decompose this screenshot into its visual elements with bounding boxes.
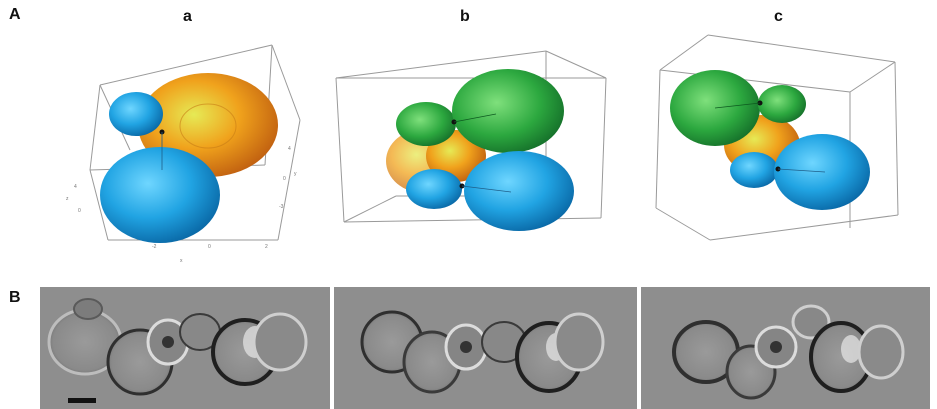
plot-a: -2 0 2 4 0 -3 4 0 x y z xyxy=(66,44,301,264)
tick-label: 4 xyxy=(74,184,77,190)
micrograph-3 xyxy=(641,287,930,409)
tick-label: 0 xyxy=(78,208,81,214)
blue-lobe-large xyxy=(100,147,220,243)
orange-lobe-inner xyxy=(179,103,237,149)
plot-c xyxy=(655,34,899,241)
axis-label: z xyxy=(66,196,69,202)
blue-lobe-small xyxy=(109,92,163,136)
blue-lobe-small xyxy=(406,169,462,209)
tick-label: -3 xyxy=(279,204,284,210)
blue-lobe-large xyxy=(464,151,574,231)
plot-b xyxy=(335,50,607,231)
tick-label: 0 xyxy=(208,244,211,250)
axis-label: x xyxy=(180,258,183,264)
tick-label: 0 xyxy=(283,176,286,182)
tick-label: 4 xyxy=(288,146,291,152)
micrograph-1 xyxy=(40,287,330,409)
tick-label: -2 xyxy=(152,244,157,250)
tick-label: 2 xyxy=(265,244,268,250)
blue-lobe-small xyxy=(730,152,778,188)
axis-label: y xyxy=(294,171,297,177)
subpanel-label-b: b xyxy=(460,8,470,25)
green-lobe-small xyxy=(758,85,806,123)
panel-label-B: B xyxy=(9,289,21,306)
panel-label-A: A xyxy=(9,6,21,23)
micrograph-2 xyxy=(334,287,637,409)
green-lobe-large xyxy=(452,69,564,153)
green-lobe-small xyxy=(396,102,456,146)
subpanel-label-c: c xyxy=(774,8,783,25)
scale-bar xyxy=(68,398,96,403)
subpanel-label-a: a xyxy=(183,8,192,25)
